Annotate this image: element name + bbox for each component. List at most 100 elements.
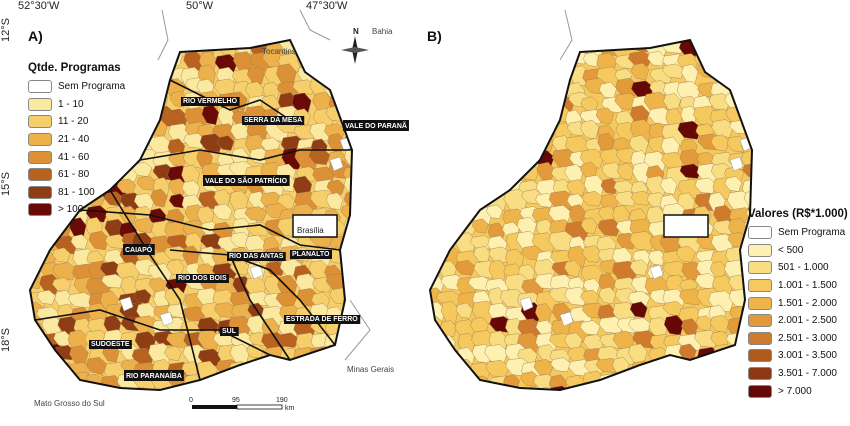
legend-swatch (748, 349, 772, 363)
legend-swatch (748, 314, 772, 328)
municipality-cells (430, 40, 752, 390)
svg-text:PLANALTO: PLANALTO (292, 251, 330, 258)
legend-label: 3.501 - 7.000 (778, 368, 837, 380)
scale-bar: 0 95 190 km (189, 397, 295, 412)
scale-unit: km (285, 405, 295, 412)
svg-text:RIO PARANAÍBA: RIO PARANAÍBA (126, 371, 182, 380)
legend-item: 1.501 - 2.000 (748, 294, 848, 312)
longitude-label: 52°30'W (18, 0, 60, 12)
legend-swatch (28, 150, 52, 164)
legend-label: 3.001 - 3.500 (778, 350, 837, 362)
legend-item: 1.001 - 1.500 (748, 277, 848, 295)
legend-label: < 500 (778, 244, 804, 256)
region-label: RIO DOS BOIS (176, 274, 229, 283)
compass-north-label: N (353, 27, 359, 36)
svg-text:RIO DOS BOIS: RIO DOS BOIS (178, 275, 227, 282)
legend-item: 2.001 - 2.500 (748, 312, 848, 330)
legend-label: 2.501 - 3.000 (778, 332, 837, 344)
legend-label: 11 - 20 (58, 116, 89, 128)
region-label: ESTRADA DE FERRO (284, 315, 361, 324)
svg-text:VALE DO PARANÃ: VALE DO PARANÃ (345, 121, 407, 130)
longitude-label: 50°W (186, 0, 214, 12)
region-label: PLANALTO (290, 250, 333, 259)
legend-item: 61 - 80 (28, 166, 125, 184)
legend-title: Qtde. Programas (28, 62, 121, 74)
legend-swatch (748, 296, 772, 310)
region-label: SUL (220, 327, 239, 336)
svg-text:RIO DAS ANTAS: RIO DAS ANTAS (229, 253, 284, 260)
legend-b: Valores (R$*1.000) Sem Programa < 500 501 … (748, 208, 848, 400)
neighbor-label: Mato Grosso do Sul (34, 399, 105, 408)
region-labels: RIO VERMELHO SERRA DA MESA VALE DO PARANÃ V… (89, 97, 409, 381)
legend-swatch (28, 115, 52, 129)
legend-swatch (748, 243, 772, 257)
legend-swatch (28, 168, 52, 182)
legend-swatch (748, 384, 772, 398)
legend-label: > 7.000 (778, 385, 812, 397)
svg-text:SUDOESTE: SUDOESTE (91, 341, 130, 348)
region-borders (34, 79, 352, 381)
region-label: RIO DAS ANTAS (227, 252, 286, 261)
region-label: SERRA DA MESA (242, 116, 305, 125)
legend-label: 1.501 - 2.000 (778, 297, 837, 309)
legend-swatch (748, 261, 772, 275)
scale-tick: 0 (189, 397, 193, 404)
region-label: RIO VERMELHO (181, 97, 240, 106)
legend-label: Sem Programa (58, 81, 126, 93)
neighbor-label: Bahia (372, 27, 393, 36)
legend-label: 1.001 - 1.500 (778, 280, 837, 292)
scale-tick: 190 (276, 397, 288, 404)
svg-text:CAIAPÓ: CAIAPÓ (125, 245, 153, 254)
legend-item: 41 - 60 (28, 148, 125, 166)
legend-swatch (748, 226, 772, 240)
region-label: SUDOESTE (89, 340, 132, 349)
longitude-label: 47°30'W (306, 0, 348, 12)
legend-item: 3.501 - 7.000 (748, 365, 848, 383)
legend-swatch (28, 203, 52, 217)
legend-item: Sem Programa (28, 78, 125, 96)
region-label: VALE DO PARANÃ (343, 120, 409, 131)
legend-label: 81 - 100 (58, 186, 95, 198)
region-label: RIO PARANAÍBA (124, 370, 184, 381)
neighbor-label: Tocantins (262, 47, 296, 56)
legend-label: 1 - 10 (58, 98, 84, 110)
panel-b-letter: B) (427, 28, 442, 44)
legend-title: Valores (R$*1.000) (748, 208, 848, 220)
region-label: CAIAPÓ (123, 244, 155, 255)
legend-swatch (28, 133, 52, 147)
legend-label: > 100 (58, 204, 84, 216)
legend-swatch (28, 97, 52, 111)
svg-text:ESTRADA DE FERRO: ESTRADA DE FERRO (286, 316, 358, 323)
svg-text:SUL: SUL (222, 328, 237, 335)
legend-item: Sem Programa (748, 224, 848, 242)
region-label: VALE DO SÃO PATRÍCIO (203, 175, 290, 186)
neighbor-label: Minas Gerais (347, 365, 394, 374)
scale-tick: 95 (232, 397, 240, 404)
legend-label: Sem Programa (778, 227, 846, 239)
brasilia-district (292, 214, 338, 238)
neighbor-label: Brasília (297, 226, 324, 235)
compass-icon: N (341, 27, 369, 64)
legend-item: 3.001 - 3.500 (748, 347, 848, 365)
legend-item: < 500 (748, 242, 848, 260)
legend-label: 501 - 1.000 (778, 262, 829, 274)
legend-swatch (748, 367, 772, 381)
panel-a-letter: A) (28, 28, 43, 44)
legend-item: 11 - 20 (28, 113, 125, 131)
legend-item: 2.501 - 3.000 (748, 330, 848, 348)
legend-swatch (28, 80, 52, 94)
svg-text:VALE DO SÃO PATRÍCIO: VALE DO SÃO PATRÍCIO (205, 176, 288, 185)
legend-swatch (28, 185, 52, 199)
legend-swatch (748, 279, 772, 293)
legend-item: > 7.000 (748, 382, 848, 400)
legend-label: 2.001 - 2.500 (778, 315, 837, 327)
legend-swatch (748, 331, 772, 345)
legend-item: 501 - 1.000 (748, 259, 848, 277)
svg-text:RIO VERMELHO: RIO VERMELHO (183, 98, 238, 105)
brasilia-district (663, 214, 709, 238)
legend-label: 61 - 80 (58, 169, 90, 181)
legend-a: Qtde. Programas Sem Programa 1 - 10 11 - 2… (28, 62, 125, 219)
legend-item: 81 - 100 (28, 184, 125, 202)
